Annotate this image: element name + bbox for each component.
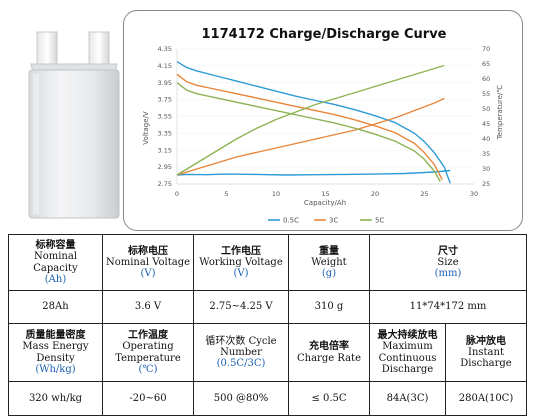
charge-discharge-chart: 1174172 Charge/Discharge Curve 0 5 10 15 20 2… xyxy=(142,27,504,225)
series-line-5C-left xyxy=(176,82,441,182)
spec-header-instant-discharge: 脉冲放电 Instant Discharge xyxy=(445,323,527,382)
spec-value-energy-density: 320 wh/kg xyxy=(8,381,103,416)
spec-value-max-discharge: 84A(3C) xyxy=(369,381,446,416)
x-tick-label: 10 xyxy=(272,190,280,198)
spec-value-charge-rate: ≤ 0.5C xyxy=(288,381,370,416)
spec-table: 标称容量 Nominal Capacity (Ah) 标称电压 Nominal Vol… xyxy=(8,234,527,416)
x-axis-label: Capacity/Ah xyxy=(304,199,346,207)
y-tick-label-left: 2.75 xyxy=(158,180,172,188)
chart-panel: 1174172 Charge/Discharge Curve 0 5 10 15 20 2… xyxy=(123,10,523,231)
spec-value-weight: 310 g xyxy=(288,290,370,324)
y-tick-label-left: 4.35 xyxy=(158,45,172,53)
y-axis-label-left: Voltage/V xyxy=(142,111,150,145)
spec-header-row-1: 标称容量 Nominal Capacity (Ah) 标称电压 Nominal Vol… xyxy=(8,234,527,291)
spec-header-capacity: 标称容量 Nominal Capacity (Ah) xyxy=(8,234,103,291)
spec-header-working-voltage: 工作电压 Working Voltage (V) xyxy=(193,234,289,291)
x-tick-label: 0 xyxy=(175,190,179,198)
y-tick-label-right: 60 xyxy=(482,75,490,83)
y-tick-label-left: 3.15 xyxy=(158,146,172,154)
y-tick-label-right: 55 xyxy=(482,90,490,98)
y-tick-label-right: 30 xyxy=(482,165,490,173)
spec-header-voltage: 标称电压 Nominal Voltage (V) xyxy=(102,234,194,291)
x-tick-label: 20 xyxy=(371,190,379,198)
spec-header-size: 尺寸 Size (mm) xyxy=(369,234,527,291)
series-line-5C-right xyxy=(176,64,445,176)
series-line-3C-left xyxy=(176,73,443,181)
y-tick-label-left: 4.15 xyxy=(158,62,172,70)
spec-header-energy-density: 质量能量密度 Mass Energy Density (Wh/kg) xyxy=(8,323,103,382)
y-tick-label-right: 40 xyxy=(482,135,490,143)
spec-value-capacity: 28Ah xyxy=(8,290,103,324)
y-tick-label-left: 3.95 xyxy=(158,79,172,87)
y-tick-label-right: 65 xyxy=(482,60,490,68)
y-tick-label-left: 3.55 xyxy=(158,113,172,121)
y-tick-label-left: 2.95 xyxy=(158,163,172,171)
spec-header-charge-rate: 充电倍率 Charge Rate xyxy=(288,323,370,382)
chart-title: 1174172 Charge/Discharge Curve xyxy=(202,27,447,42)
spec-value-voltage: 3.6 V xyxy=(102,290,194,324)
spec-value-row-2: 320 wh/kg -20~60 500 @80% ≤ 0.5C 84A(3C)… xyxy=(8,381,527,416)
y-tick-label-right: 45 xyxy=(482,120,490,128)
y-tick-label-right: 25 xyxy=(482,180,490,188)
spec-header-row-2: 质量能量密度 Mass Energy Density (Wh/kg) 工作温度 Ope… xyxy=(8,323,527,382)
spec-value-row-1: 28Ah 3.6 V 2.75~4.25 V 310 g 11*74*172 m… xyxy=(8,290,527,324)
y-tick-label-right: 35 xyxy=(482,150,490,158)
spec-header-cycle-number: 循环次数 Cycle Number (0.5C/3C) xyxy=(193,323,289,382)
x-tick-label: 30 xyxy=(470,190,478,198)
spec-value-instant-discharge: 280A(10C) xyxy=(445,381,527,416)
spec-header-weight: 重量 Weight (g) xyxy=(288,234,370,291)
series-line-3C-right xyxy=(176,97,445,176)
x-tick-label: 15 xyxy=(321,190,329,198)
legend-label: 5C xyxy=(375,217,384,225)
y-tick-label-left: 3.75 xyxy=(158,96,172,104)
spec-header-operating-temperature: 工作温度 Operating Temperature (℃) xyxy=(102,323,194,382)
legend-label: 0.5C xyxy=(283,217,299,225)
spec-value-working-voltage: 2.75~4.25 V xyxy=(193,290,289,324)
series-line-05C-right xyxy=(176,169,451,176)
spec-value-operating-temperature: -20~60 xyxy=(102,381,194,416)
y-tick-label-left: 3.35 xyxy=(158,129,172,137)
spec-header-max-discharge: 最大持续放电 Maximum Continuous Discharge xyxy=(369,323,446,382)
series-line-05C-left xyxy=(176,61,451,184)
spec-value-size: 11*74*172 mm xyxy=(369,290,527,324)
battery-image xyxy=(28,31,120,219)
y-tick-label-right: 50 xyxy=(482,105,490,113)
y-tick-label-right: 70 xyxy=(482,45,490,53)
spec-value-cycle-number: 500 @80% xyxy=(193,381,289,416)
x-tick-label: 25 xyxy=(420,190,428,198)
legend-label: 3C xyxy=(329,217,338,225)
x-tick-label: 5 xyxy=(224,190,228,198)
y-axis-label-right: Temperature/℃ xyxy=(496,85,504,141)
